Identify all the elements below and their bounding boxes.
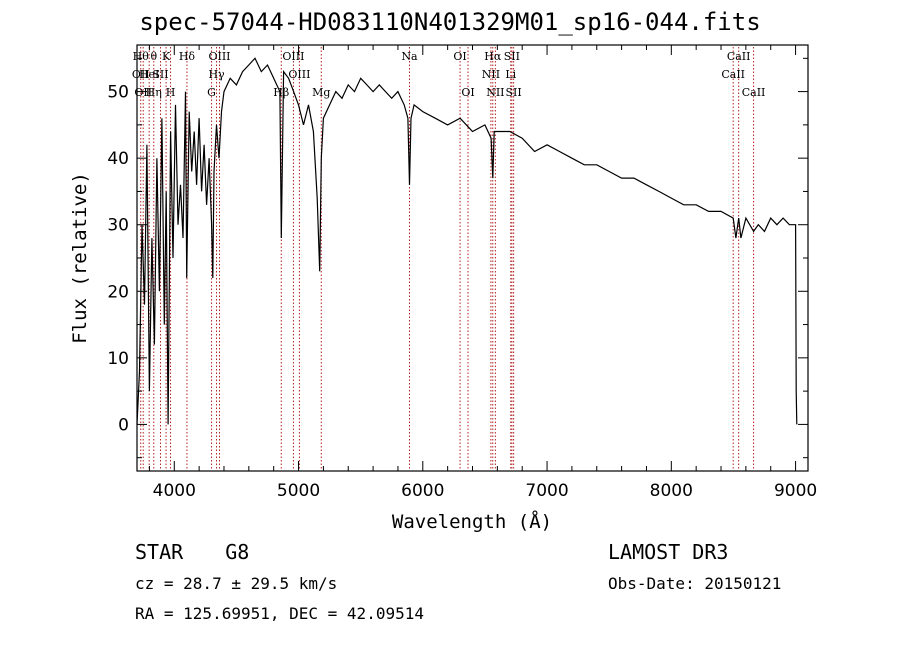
x-axis-label: Wavelength (Å) xyxy=(392,510,552,533)
line-label: K xyxy=(162,50,171,63)
line-label: Hθ xyxy=(133,50,150,63)
x-tick-label: 6000 xyxy=(401,481,444,501)
line-label: Hγ xyxy=(208,68,225,81)
line-label: NII xyxy=(482,68,500,81)
y-axis-label: Flux (relative) xyxy=(69,172,91,344)
y-axis-ticks: 0 10 20 30 40 50 xyxy=(107,57,808,459)
line-label: OIII xyxy=(282,50,304,63)
line-label: H xyxy=(166,86,176,99)
object-class: STAR xyxy=(135,540,184,564)
plot-frame xyxy=(136,44,809,472)
observation-date: Obs-Date: 20150121 xyxy=(608,574,782,593)
line-label: SII xyxy=(152,68,168,81)
line-label: OIII xyxy=(288,68,310,81)
line-label: CaII xyxy=(742,86,766,99)
chart-title: spec-57044-HD083110N401329M01_sp16-044.f… xyxy=(139,8,761,36)
redshift-cz: cz = 28.7 ± 29.5 km/s xyxy=(135,574,338,593)
line-label: Hβ xyxy=(273,86,289,99)
y-tick-label: 50 xyxy=(107,83,129,103)
spectrum-chart: HθOIIOIIHeIθHηSIIKHHδGHγOIIIHβOIIIOIIIMg… xyxy=(69,44,817,533)
emission-line-markers xyxy=(140,47,755,471)
y-tick-label: 40 xyxy=(107,149,129,169)
line-label: Hδ xyxy=(179,50,196,63)
line-label: Li xyxy=(505,68,516,81)
line-label: Hη xyxy=(146,86,162,99)
line-label: OIII xyxy=(208,50,230,63)
y-tick-label: 20 xyxy=(107,282,129,302)
line-label: SII xyxy=(506,86,522,99)
survey-name: LAMOST DR3 xyxy=(608,540,729,564)
line-label: CaII xyxy=(721,68,745,81)
x-axis-ticks: 4000 5000 6000 7000 8000 9000 xyxy=(148,45,817,501)
x-tick-label: 5000 xyxy=(277,481,320,501)
x-tick-label: 8000 xyxy=(650,481,693,501)
y-tick-label: 10 xyxy=(107,349,129,369)
line-label: G xyxy=(207,86,216,99)
line-label: CaII xyxy=(727,50,751,63)
line-label: NII xyxy=(486,86,504,99)
flux-series-line xyxy=(136,57,798,425)
line-label: Na xyxy=(401,50,418,63)
line-label: SII xyxy=(504,50,520,63)
line-label: OI xyxy=(453,50,466,63)
line-label: HeI xyxy=(139,68,159,81)
coordinates: RA = 125.69951, DEC = 42.09514 xyxy=(135,604,424,623)
line-label: OII xyxy=(132,68,150,81)
x-tick-label: 4000 xyxy=(153,481,196,501)
y-tick-label: 30 xyxy=(107,216,129,236)
object-subclass: G8 xyxy=(225,540,250,564)
line-label: Mg xyxy=(312,86,330,99)
line-label: OI xyxy=(461,86,474,99)
line-label: OII xyxy=(134,86,152,99)
line-label: θ xyxy=(150,50,157,63)
x-tick-label: 7000 xyxy=(525,481,568,501)
x-tick-label: 9000 xyxy=(774,481,817,501)
line-label: Hα xyxy=(484,50,502,63)
emission-line-labels: HθOIIOIIHeIθHηSIIKHHδGHγOIIIHβOIIIOIIIMg… xyxy=(132,50,766,99)
y-tick-label: 0 xyxy=(118,415,129,435)
